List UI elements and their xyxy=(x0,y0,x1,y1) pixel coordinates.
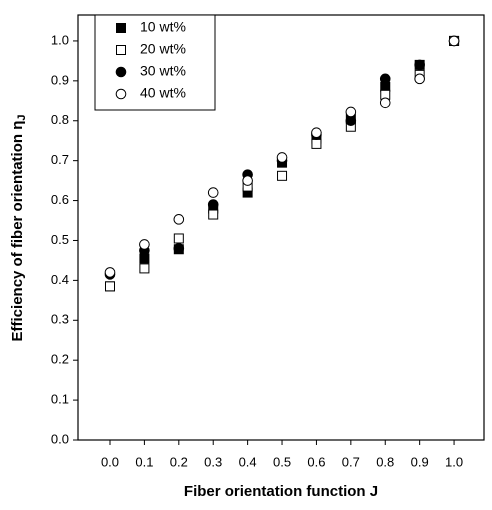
legend-label: 30 wt% xyxy=(140,63,186,79)
point xyxy=(277,170,288,181)
x-tick-label: 0.7 xyxy=(342,454,360,469)
y-tick-label: 0.5 xyxy=(51,232,69,247)
x-tick-label: 0.5 xyxy=(273,454,291,469)
y-axis-label: Efficiency of fiber orientation ηJ xyxy=(9,115,28,342)
point xyxy=(276,152,288,163)
point xyxy=(208,209,219,220)
point xyxy=(345,115,357,127)
legend-box xyxy=(94,14,216,111)
legend-marker xyxy=(116,23,126,33)
x-tick-label: 0.1 xyxy=(135,454,153,469)
x-tick-label: 0.6 xyxy=(307,454,325,469)
y-tick-label: 0.2 xyxy=(51,352,69,367)
y-tick-label: 0.1 xyxy=(51,392,69,407)
point xyxy=(379,73,391,85)
point xyxy=(173,214,185,225)
legend-marker xyxy=(115,66,127,78)
point xyxy=(104,267,116,278)
point xyxy=(379,97,391,109)
y-tick-label: 0.9 xyxy=(51,72,69,87)
point xyxy=(414,73,425,85)
y-tick-label: 0.8 xyxy=(51,112,69,127)
y-tick-label: 0.7 xyxy=(51,152,69,167)
point xyxy=(345,106,357,118)
point xyxy=(242,175,253,186)
point xyxy=(311,138,322,149)
point xyxy=(139,263,150,274)
x-tick-label: 0.2 xyxy=(170,454,188,469)
point xyxy=(414,59,425,71)
x-tick-label: 1.0 xyxy=(445,454,463,469)
x-tick-label: 0.4 xyxy=(239,454,257,469)
point xyxy=(173,233,184,244)
plot-frame xyxy=(77,14,485,441)
x-axis-label: Fiber orientation function J xyxy=(184,483,378,500)
point xyxy=(207,199,219,210)
y-tick-label: 0.3 xyxy=(51,312,69,327)
y-tick-label: 0.4 xyxy=(51,272,69,287)
point xyxy=(207,187,219,198)
x-tick-label: 0.3 xyxy=(204,454,222,469)
point xyxy=(448,35,460,47)
legend-label: 40 wt% xyxy=(140,85,186,101)
point xyxy=(139,239,150,250)
legend-label: 20 wt% xyxy=(140,41,186,57)
point xyxy=(104,281,115,292)
x-tick-label: 0.8 xyxy=(376,454,394,469)
point xyxy=(173,243,185,254)
legend-marker xyxy=(116,45,126,55)
legend-marker xyxy=(115,88,127,100)
y-axis-label-subscript: J xyxy=(16,115,28,121)
x-tick-label: 0.0 xyxy=(101,454,119,469)
y-tick-label: 0.0 xyxy=(51,431,69,446)
y-axis-label-main: Efficiency of fiber orientation η xyxy=(9,121,26,342)
x-tick-label: 0.9 xyxy=(411,454,429,469)
y-tick-label: 1.0 xyxy=(51,32,69,47)
legend-label: 10 wt% xyxy=(140,19,186,35)
point xyxy=(311,127,322,139)
y-tick-label: 0.6 xyxy=(51,192,69,207)
